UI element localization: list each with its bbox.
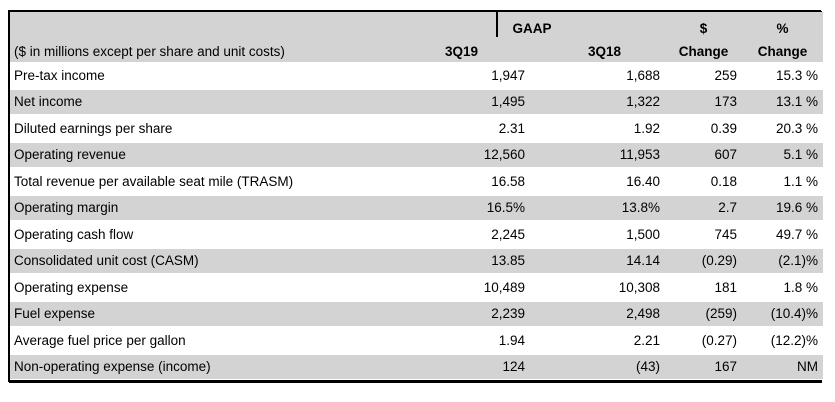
- row-label: Net income: [10, 88, 417, 115]
- table-row: Average fuel price per gallon 1.94 2.21 …: [10, 327, 824, 354]
- value-3q18: 2.21: [530, 327, 666, 354]
- table-row: Operating margin 16.5% 13.8% 2.7 19.6 %: [10, 194, 824, 221]
- gaap-header-divider-line: [496, 12, 498, 37]
- value-3q18: 1,500: [530, 221, 666, 248]
- unit-note: ($ in millions except per share and unit…: [10, 12, 417, 62]
- value-3q19: 124: [417, 353, 530, 380]
- table-row: Consolidated unit cost (CASM) 13.85 14.1…: [10, 247, 824, 274]
- column-header-3q19: 3Q19: [417, 36, 530, 62]
- table-row: Pre-tax income 1,947 1,688 259 15.3 %: [10, 62, 824, 89]
- value-3q18: 1.92: [530, 115, 666, 142]
- value-3q18: 13.8%: [530, 194, 666, 221]
- value-dollar-change: (0.29): [665, 247, 743, 274]
- value-percent-change: (2.1)%: [742, 247, 824, 274]
- row-label: Operating cash flow: [10, 221, 417, 248]
- value-3q18: 2,498: [530, 300, 666, 327]
- value-3q18: 14.14: [530, 247, 666, 274]
- value-3q19: 13.85: [417, 247, 530, 274]
- row-label: Diluted earnings per share: [10, 115, 417, 142]
- table-row: Non-operating expense (income) 124 (43) …: [10, 353, 824, 380]
- value-percent-change: 1.1 %: [742, 168, 824, 195]
- row-label: Operating expense: [10, 274, 417, 301]
- header-row-columns: 3Q19 3Q18 Change Change: [10, 36, 824, 62]
- percent-change-header-top: %: [742, 12, 824, 36]
- value-dollar-change: 167: [665, 353, 743, 380]
- gaap-results-table: ($ in millions except per share and unit…: [10, 12, 824, 380]
- group-header-gaap: GAAP: [417, 12, 666, 36]
- value-dollar-change: 2.7: [665, 194, 743, 221]
- value-percent-change: 20.3 %: [742, 115, 824, 142]
- row-label: Average fuel price per gallon: [10, 327, 417, 354]
- table-row: Fuel expense 2,239 2,498 (259) (10.4)%: [10, 300, 824, 327]
- value-3q19: 16.5%: [417, 194, 530, 221]
- value-percent-change: NM: [742, 353, 824, 380]
- value-3q19: 2.31: [417, 115, 530, 142]
- table-row: Total revenue per available seat mile (T…: [10, 168, 824, 195]
- value-dollar-change: 259: [665, 62, 743, 89]
- value-percent-change: 13.1 %: [742, 88, 824, 115]
- row-label: Fuel expense: [10, 300, 417, 327]
- value-percent-change: 15.3 %: [742, 62, 824, 89]
- value-percent-change: 5.1 %: [742, 141, 824, 168]
- value-dollar-change: 607: [665, 141, 743, 168]
- value-3q19: 12,560: [417, 141, 530, 168]
- table-row: Operating cash flow 2,245 1,500 745 49.7…: [10, 221, 824, 248]
- row-label: Non-operating expense (income): [10, 353, 417, 380]
- value-3q19: 2,245: [417, 221, 530, 248]
- value-percent-change: 19.6 %: [742, 194, 824, 221]
- value-dollar-change: (259): [665, 300, 743, 327]
- table-row: Operating expense 10,489 10,308 181 1.8 …: [10, 274, 824, 301]
- column-header-3q18: 3Q18: [530, 36, 666, 62]
- value-dollar-change: (0.27): [665, 327, 743, 354]
- value-dollar-change: 0.18: [665, 168, 743, 195]
- table-row: Diluted earnings per share 2.31 1.92 0.3…: [10, 115, 824, 142]
- value-3q18: 16.40: [530, 168, 666, 195]
- value-3q19: 10,489: [417, 274, 530, 301]
- row-label: Total revenue per available seat mile (T…: [10, 168, 417, 195]
- value-dollar-change: 745: [665, 221, 743, 248]
- value-3q18: 10,308: [530, 274, 666, 301]
- value-dollar-change: 181: [665, 274, 743, 301]
- value-3q18: (43): [530, 353, 666, 380]
- value-3q18: 1,322: [530, 88, 666, 115]
- value-dollar-change: 173: [665, 88, 743, 115]
- value-3q19: 1,947: [417, 62, 530, 89]
- dollar-change-header-bottom: Change: [665, 36, 743, 62]
- value-3q19: 1,495: [417, 88, 530, 115]
- value-percent-change: (12.2)%: [742, 327, 824, 354]
- value-percent-change: 1.8 %: [742, 274, 824, 301]
- value-3q19: 1.94: [417, 327, 530, 354]
- table-row: Operating revenue 12,560 11,953 607 5.1 …: [10, 141, 824, 168]
- value-3q19: 2,239: [417, 300, 530, 327]
- row-label: Pre-tax income: [10, 62, 417, 89]
- row-label: Operating revenue: [10, 141, 417, 168]
- percent-change-header-bottom: Change: [742, 36, 824, 62]
- value-3q18: 1,688: [530, 62, 666, 89]
- value-percent-change: (10.4)%: [742, 300, 824, 327]
- header-row-group: ($ in millions except per share and unit…: [10, 12, 824, 62]
- table-body: Pre-tax income 1,947 1,688 259 15.3 % Ne…: [10, 62, 824, 380]
- dollar-change-header-top: $: [665, 12, 743, 36]
- table-header: ($ in millions except per share and unit…: [10, 12, 824, 62]
- value-dollar-change: 0.39: [665, 115, 743, 142]
- value-percent-change: 49.7 %: [742, 221, 824, 248]
- financial-results-table: ($ in millions except per share and unit…: [8, 10, 824, 382]
- table-row: Net income 1,495 1,322 173 13.1 %: [10, 88, 824, 115]
- row-label: Consolidated unit cost (CASM): [10, 247, 417, 274]
- value-3q19: 16.58: [417, 168, 530, 195]
- row-label: Operating margin: [10, 194, 417, 221]
- value-3q18: 11,953: [530, 141, 666, 168]
